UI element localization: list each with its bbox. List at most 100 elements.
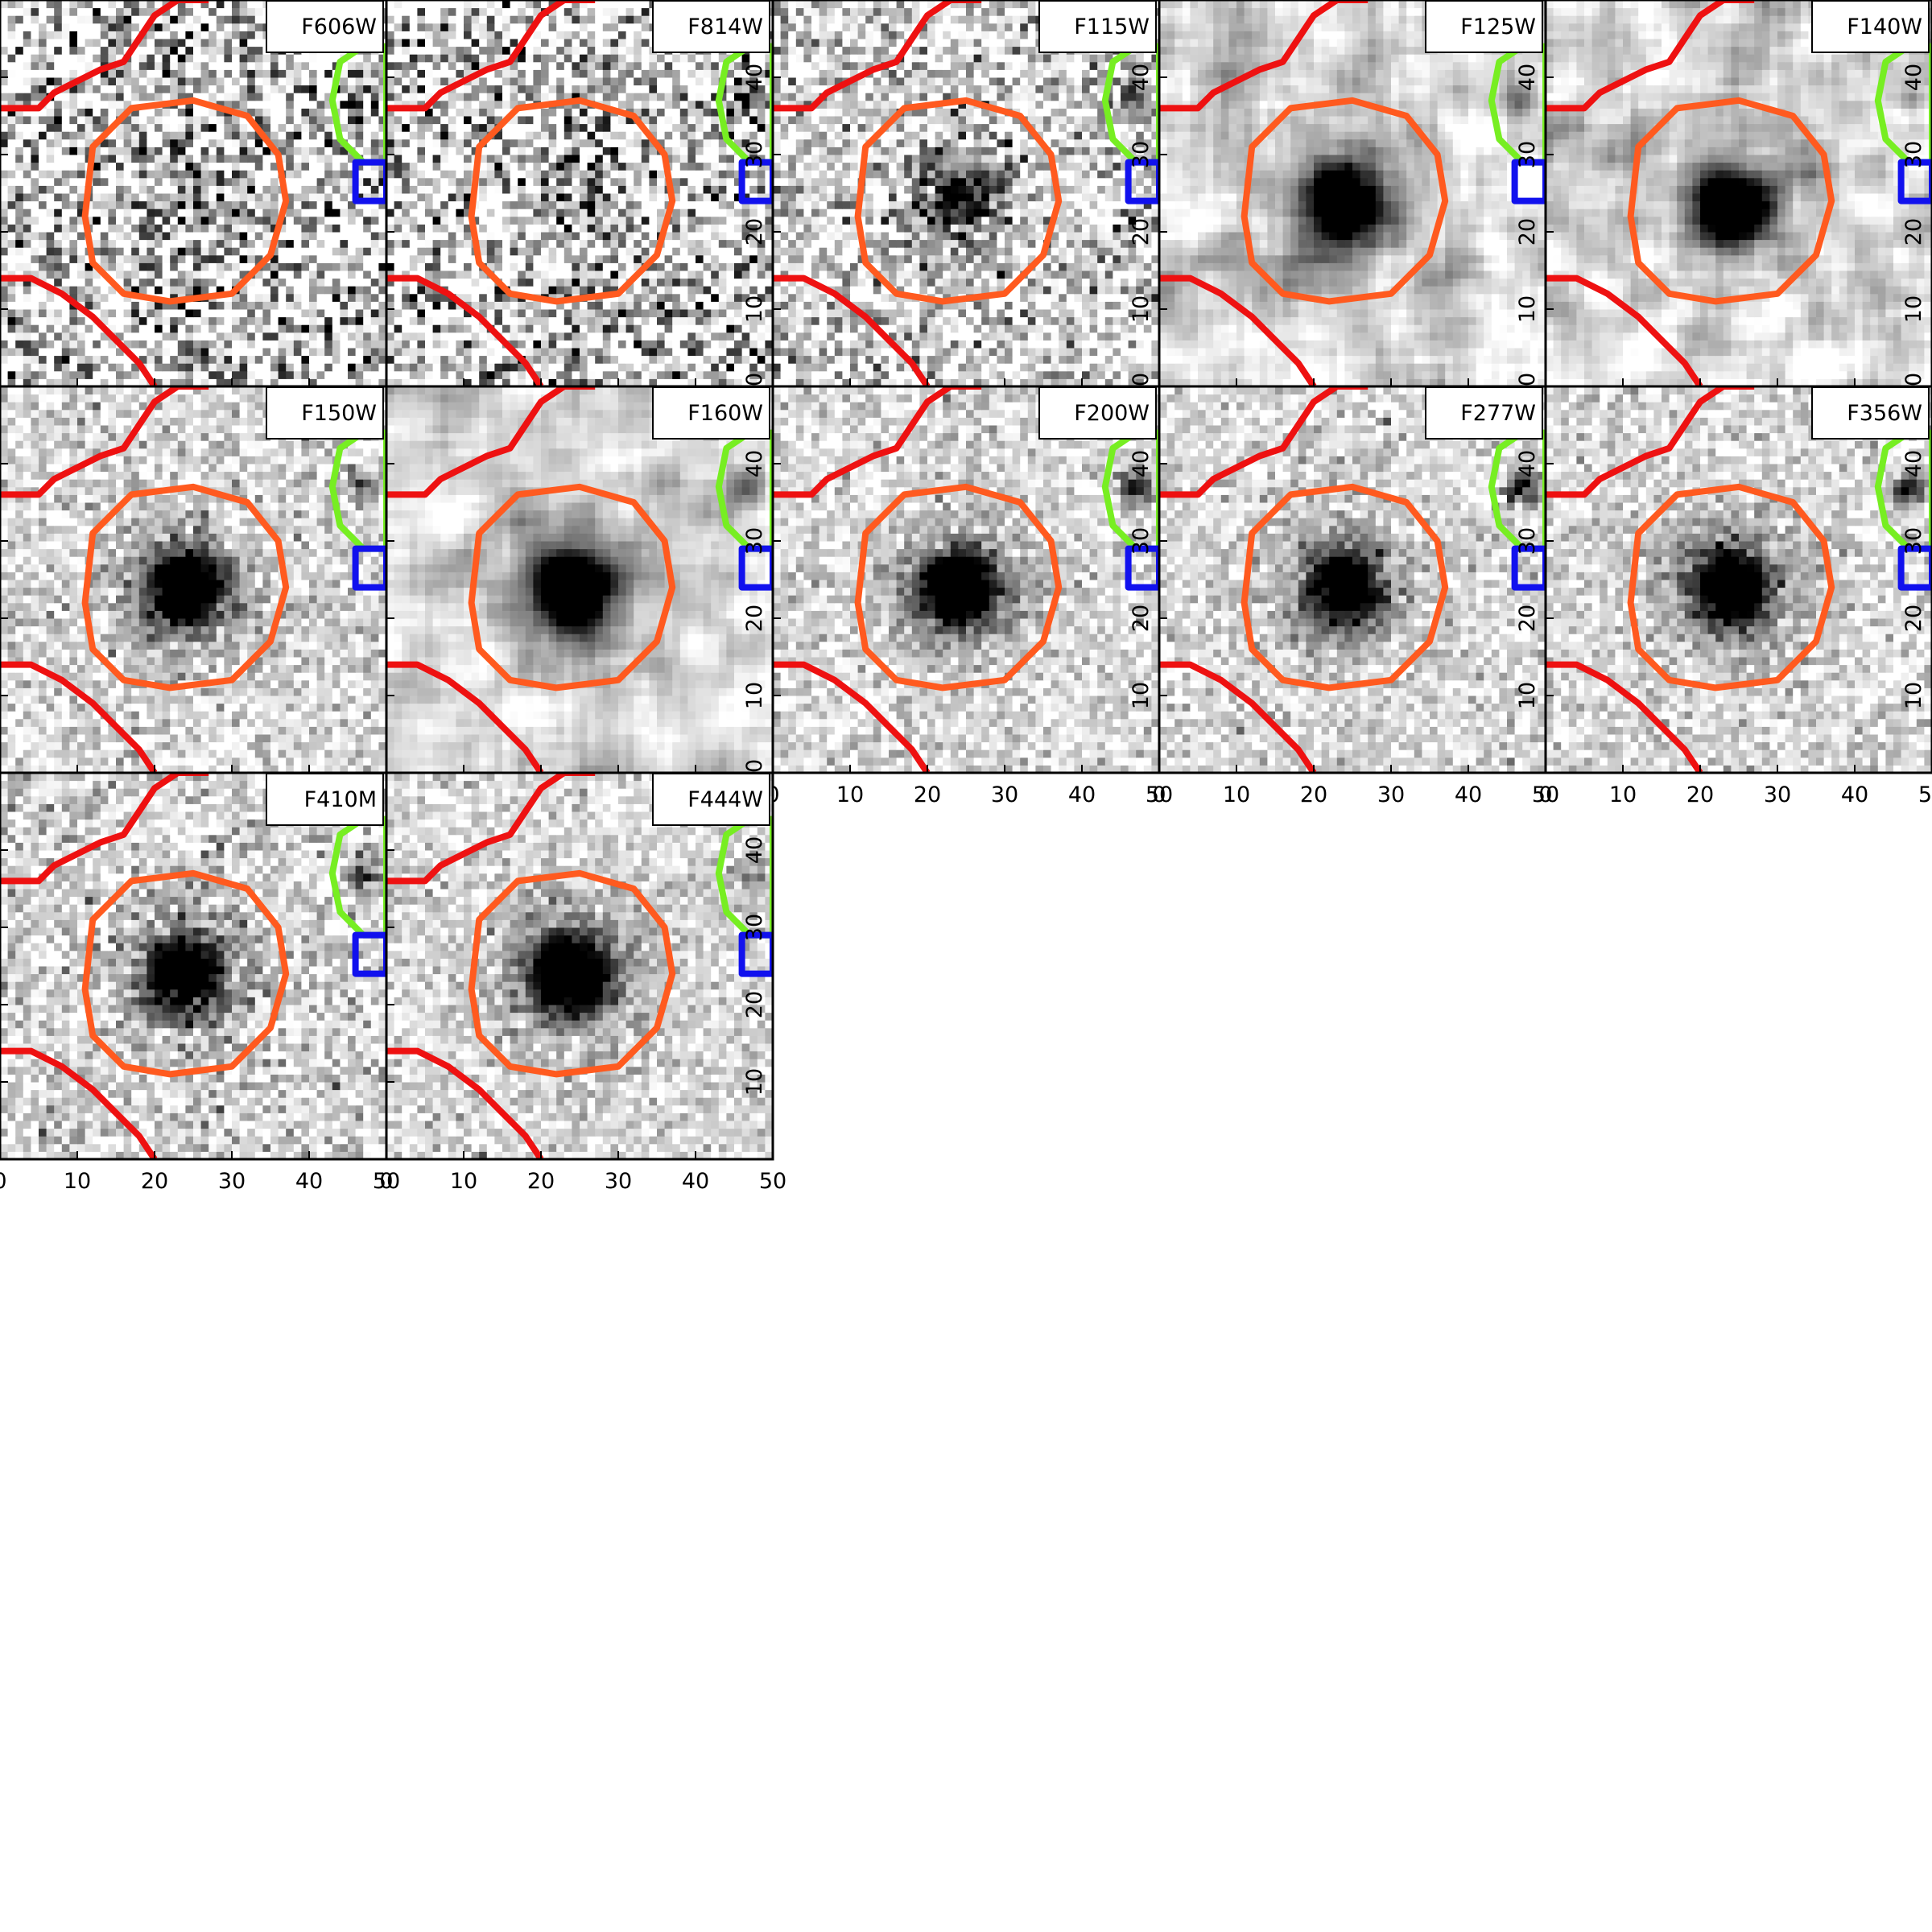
contour-line (738, 159, 773, 204)
y-tick-label: 20 (742, 218, 767, 246)
y-tick-label: 40 (1901, 64, 1926, 91)
band-label: F606W (301, 14, 377, 39)
image-pixels (1546, 386, 1932, 773)
x-tick-label: 40 (1068, 782, 1096, 807)
panel-f814w: 1020304050F814W (385, 0, 774, 388)
panel-f444w: 010102020303040405050F444W (379, 759, 786, 1194)
contour-line (773, 275, 931, 386)
y-tick-label: 10 (1515, 682, 1540, 709)
y-tick-label: 30 (1901, 527, 1926, 555)
contour-line (1159, 0, 1368, 112)
x-tick-label: 40 (1841, 782, 1868, 807)
band-label-box (1038, 0, 1157, 53)
panel-f150w: F150W (0, 385, 388, 774)
image-pixels (0, 0, 386, 386)
panel-f356w: 010102020303040405050F356W (1538, 373, 1932, 807)
image-pixels (0, 386, 386, 773)
contour-line (1897, 545, 1932, 591)
y-tick-label: 10 (742, 682, 767, 709)
y-tick-label: 30 (742, 914, 767, 941)
contour-line (1159, 661, 1317, 773)
y-tick-label: 20 (1129, 218, 1154, 246)
contour-line (773, 0, 982, 112)
y-tick-label: 40 (1129, 64, 1154, 91)
contour-line (1546, 275, 1703, 386)
panel-frame (1544, 385, 1932, 774)
image-pixels (1546, 0, 1932, 386)
x-tick-label: 50 (1146, 782, 1173, 807)
y-tick-label: 20 (742, 605, 767, 632)
x-tick-label: 10 (1609, 782, 1637, 807)
contour-line (468, 97, 676, 305)
contour-line (468, 483, 676, 691)
y-tick-label: 10 (742, 295, 767, 323)
band-label: F160W (687, 401, 763, 426)
band-label: F150W (301, 401, 377, 426)
contour-line (0, 0, 209, 112)
band-label: F115W (1074, 14, 1150, 39)
band-label: F200W (1074, 401, 1150, 426)
contour-line (1546, 661, 1703, 773)
contour-line (738, 931, 773, 977)
y-tick-label: 20 (1901, 218, 1926, 246)
y-tick-label: 20 (1901, 605, 1926, 632)
contour-line (1511, 545, 1546, 591)
panel-f140w: 1020304050F140W (1544, 0, 1932, 388)
image-pixels (773, 386, 1159, 773)
y-tick-label: 40 (1515, 64, 1540, 91)
x-tick-label: 20 (1686, 782, 1714, 807)
contour-line (386, 1047, 544, 1159)
y-tick-label: 40 (742, 836, 767, 864)
x-tick-label: 10 (64, 1169, 91, 1194)
y-tick-label: 40 (1129, 450, 1154, 477)
y-tick-label: 40 (742, 64, 767, 91)
contour-line (386, 661, 544, 773)
contour-line (854, 483, 1063, 691)
y-tick-label: 30 (1515, 527, 1540, 555)
x-tick-label: 0 (1538, 782, 1552, 807)
contour-line (773, 661, 931, 773)
y-tick-label: 10 (1901, 682, 1926, 709)
contours (1159, 0, 1546, 386)
x-tick-label: 20 (1300, 782, 1327, 807)
contour-line (1897, 159, 1932, 204)
x-tick-label: 20 (141, 1169, 168, 1194)
x-tick-label: 0 (1152, 782, 1166, 807)
y-tick-label: 30 (742, 141, 767, 168)
y-tick-label: 20 (1515, 605, 1540, 632)
image-pixels (0, 773, 386, 1159)
y-tick-label: 30 (1129, 141, 1154, 168)
panels-layer: F606W 10 20 30 40 50 F814W 10 20 30 40 50 F115W 10 20 3… (0, 0, 1932, 1194)
y-tick-label: 10 (1515, 295, 1540, 323)
band-label: F277W (1460, 401, 1536, 426)
x-tick-label: 50 (373, 1169, 400, 1194)
y-tick-label: 20 (1129, 605, 1154, 632)
image-pixels (773, 0, 1159, 386)
x-tick-label: 30 (605, 1169, 632, 1194)
band-label: F356W (1847, 401, 1922, 426)
contour-line (1159, 275, 1317, 386)
x-tick-label: 50 (759, 1169, 786, 1194)
contour-line (1627, 483, 1835, 691)
image-pixels (386, 0, 773, 386)
contour-line (1241, 483, 1449, 691)
y-tick-label: 30 (1901, 141, 1926, 168)
contour-line (81, 869, 290, 1078)
band-label-box (1425, 386, 1543, 440)
contour-line (1125, 159, 1159, 204)
contours (773, 386, 1159, 773)
contour-line (0, 661, 158, 773)
x-tick-label: 50 (1532, 782, 1559, 807)
band-label-box (652, 773, 770, 826)
contour-line (1511, 159, 1546, 204)
band-label: F410M (304, 787, 377, 812)
band-label: F125W (1460, 14, 1536, 39)
band-label-box (1811, 0, 1930, 53)
x-tick-label: 40 (682, 1169, 709, 1194)
x-tick-label: 30 (218, 1169, 246, 1194)
x-tick-label: 10 (1223, 782, 1250, 807)
contour-line (468, 869, 676, 1078)
y-tick-label: 10 (742, 1068, 767, 1096)
contour-line (1546, 0, 1755, 112)
